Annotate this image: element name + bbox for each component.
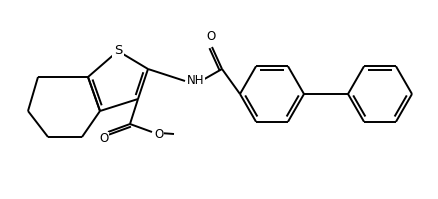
Text: S: S (113, 45, 122, 58)
Text: O: O (206, 30, 215, 44)
Text: O: O (99, 133, 108, 145)
Text: O: O (154, 128, 163, 140)
Text: NH: NH (187, 74, 204, 88)
